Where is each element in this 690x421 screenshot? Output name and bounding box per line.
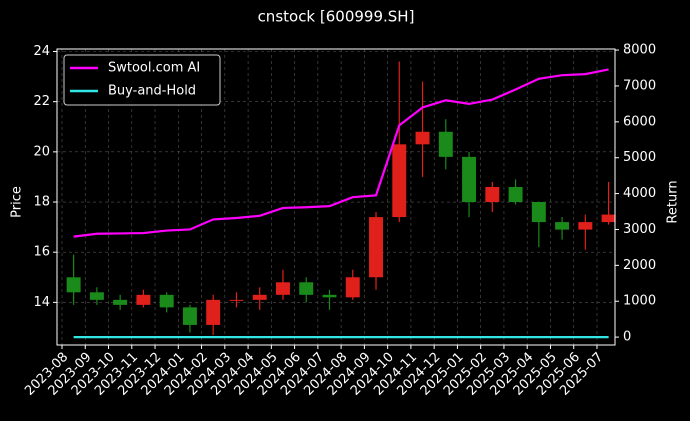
y2-tick-label: 5000 (623, 150, 656, 165)
candle-body (182, 307, 197, 325)
y2-tick-label: 4000 (623, 186, 656, 201)
line-series (73, 68, 609, 238)
candle-body (206, 299, 221, 325)
candle-body (89, 292, 104, 300)
y2-tick-label: 1000 (623, 294, 656, 309)
candle-body (113, 299, 128, 305)
candle-body (252, 294, 267, 300)
candle-body (299, 282, 314, 295)
candle-body (392, 144, 407, 218)
y-axis-label: Price (10, 186, 25, 218)
legend: Swtool.com AI Buy-and-Hold (63, 54, 221, 106)
candle-body (66, 277, 81, 293)
candle-body (229, 299, 244, 301)
y-tick-label: 22 (33, 94, 50, 109)
candle-body (159, 294, 174, 308)
y2-axis-label: Return (666, 180, 681, 223)
candle-body (531, 202, 546, 223)
y2-tick-label: 6000 (623, 114, 656, 129)
candle-body (485, 186, 500, 203)
y-tick-label: 16 (33, 245, 50, 260)
y2-tick-label: 2000 (623, 258, 656, 273)
y2-tick-label: 3000 (623, 222, 656, 237)
y-tick-label: 20 (33, 144, 50, 159)
candle-body (369, 217, 383, 278)
y-tick-label: 14 (33, 295, 50, 310)
y2-tick-label: 0 (623, 330, 631, 345)
y2-tick-label: 8000 (623, 43, 656, 58)
candle-body (275, 282, 290, 295)
legend-label: Swtool.com AI (108, 61, 200, 76)
y-tick-label: 24 (33, 44, 50, 59)
chart-title: cnstock [600999.SH] (258, 8, 415, 26)
candle-body (415, 131, 430, 145)
plot-frame (56, 48, 616, 346)
y2-tick-label: 7000 (623, 78, 656, 93)
y-tick-label: 18 (33, 195, 50, 210)
candle-body (578, 222, 593, 230)
candle-body (508, 186, 523, 203)
legend-label: Buy-and-Hold (108, 84, 196, 99)
candle-body (601, 214, 616, 223)
candle-body (438, 131, 453, 157)
candle-body (136, 294, 151, 305)
candle-body (322, 294, 337, 298)
candle-body (345, 277, 360, 298)
legend-box (63, 54, 221, 106)
candle-body (462, 156, 477, 203)
candle-body (555, 222, 570, 230)
